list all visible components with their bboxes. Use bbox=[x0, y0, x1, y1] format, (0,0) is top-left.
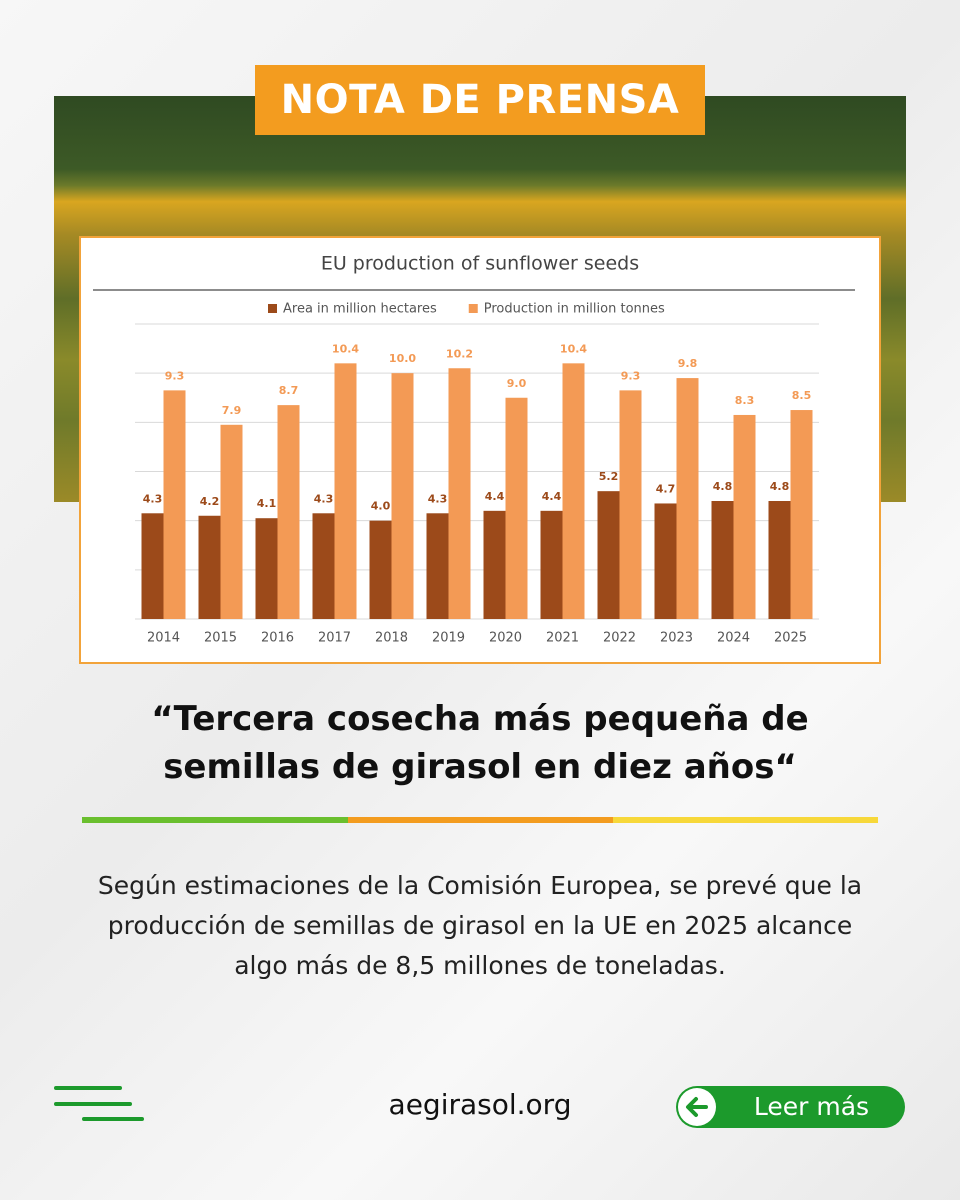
bar bbox=[768, 501, 791, 619]
bar bbox=[654, 503, 677, 619]
rule-yellow bbox=[613, 817, 878, 823]
data-label: 4.2 bbox=[200, 495, 220, 508]
data-label: 4.7 bbox=[656, 482, 676, 495]
data-label: 8.7 bbox=[279, 384, 299, 397]
button-label: Leer más bbox=[753, 1092, 870, 1121]
data-label: 4.3 bbox=[314, 492, 334, 505]
legend-swatch bbox=[268, 304, 277, 313]
read-more-button[interactable]: Leer más bbox=[676, 1086, 905, 1128]
x-tick-label: 2020 bbox=[489, 631, 522, 646]
body-line: producción de semillas de girasol en la … bbox=[107, 911, 853, 940]
bar bbox=[312, 513, 335, 619]
bar bbox=[448, 368, 471, 619]
headline: “Tercera cosecha más pequeña de semillas… bbox=[0, 695, 960, 791]
x-tick-label: 2018 bbox=[375, 631, 408, 646]
bar bbox=[277, 405, 300, 619]
data-label: 4.4 bbox=[485, 490, 505, 503]
headline-line: semillas de girasol en diez años“ bbox=[163, 747, 797, 787]
bar bbox=[255, 518, 278, 619]
bar bbox=[391, 373, 414, 619]
bar bbox=[733, 414, 756, 619]
data-label: 10.4 bbox=[332, 342, 359, 355]
bar bbox=[790, 410, 813, 619]
menu-icon[interactable] bbox=[54, 1084, 146, 1124]
bar bbox=[426, 513, 449, 619]
data-label: 4.3 bbox=[143, 492, 163, 505]
x-tick-label: 2019 bbox=[432, 631, 465, 646]
data-label: 9.0 bbox=[507, 377, 527, 390]
x-tick-label: 2023 bbox=[660, 631, 693, 646]
badge: NOTA DE PRENSA bbox=[255, 65, 705, 135]
data-label: 5.2 bbox=[599, 470, 619, 483]
data-label: 4.3 bbox=[428, 492, 448, 505]
data-label: 4.8 bbox=[770, 480, 790, 493]
bar bbox=[562, 363, 585, 619]
bar bbox=[676, 378, 699, 619]
data-label: 4.1 bbox=[257, 497, 277, 510]
data-label: 4.0 bbox=[371, 500, 391, 513]
data-label: 7.9 bbox=[222, 404, 242, 417]
bar bbox=[198, 515, 221, 619]
bar bbox=[540, 510, 563, 619]
chart: EU production of sunflower seeds Area in… bbox=[93, 253, 855, 646]
data-label: 10.0 bbox=[389, 352, 416, 365]
x-tick-label: 2024 bbox=[717, 631, 750, 646]
data-label: 9.3 bbox=[621, 369, 641, 382]
bar bbox=[163, 390, 186, 619]
legend-label: Area in million hectares bbox=[283, 302, 437, 317]
data-label: 10.2 bbox=[446, 347, 473, 360]
data-label: 4.4 bbox=[542, 490, 562, 503]
rule-green bbox=[82, 817, 348, 823]
bar bbox=[619, 390, 642, 619]
chart-title: EU production of sunflower seeds bbox=[321, 253, 639, 275]
bar bbox=[141, 513, 164, 619]
body-text: Según estimaciones de la Comisión Europe… bbox=[0, 866, 960, 986]
bar bbox=[483, 510, 506, 619]
site-url[interactable]: aegirasol.org bbox=[388, 1088, 572, 1121]
data-label: 8.5 bbox=[792, 389, 812, 402]
button-icon bbox=[678, 1088, 716, 1126]
bar bbox=[220, 424, 243, 619]
x-tick-label: 2025 bbox=[774, 631, 807, 646]
data-label: 10.4 bbox=[560, 342, 587, 355]
data-label: 8.3 bbox=[735, 394, 755, 407]
data-label: 9.8 bbox=[678, 357, 698, 370]
x-tick-label: 2015 bbox=[204, 631, 237, 646]
body-line: Según estimaciones de la Comisión Europe… bbox=[97, 871, 863, 900]
x-tick-label: 2014 bbox=[147, 631, 180, 646]
body-line: algo más de 8,5 millones de toneladas. bbox=[234, 951, 726, 980]
data-label: 9.3 bbox=[165, 369, 185, 382]
x-tick-label: 2021 bbox=[546, 631, 579, 646]
bar bbox=[334, 363, 357, 619]
headline-line: “Tercera cosecha más pequeña de bbox=[151, 699, 809, 739]
bar bbox=[597, 491, 620, 619]
bar bbox=[369, 520, 392, 619]
rule-orange bbox=[348, 817, 613, 823]
x-tick-label: 2016 bbox=[261, 631, 294, 646]
bar bbox=[711, 501, 734, 619]
x-tick-label: 2022 bbox=[603, 631, 636, 646]
x-tick-label: 2017 bbox=[318, 631, 351, 646]
chart-box: EU production of sunflower seeds Area in… bbox=[79, 236, 881, 664]
data-label: 4.8 bbox=[713, 480, 733, 493]
legend-swatch bbox=[468, 304, 478, 313]
legend-label: Production in million tonnes bbox=[484, 302, 665, 317]
bar bbox=[505, 397, 528, 619]
